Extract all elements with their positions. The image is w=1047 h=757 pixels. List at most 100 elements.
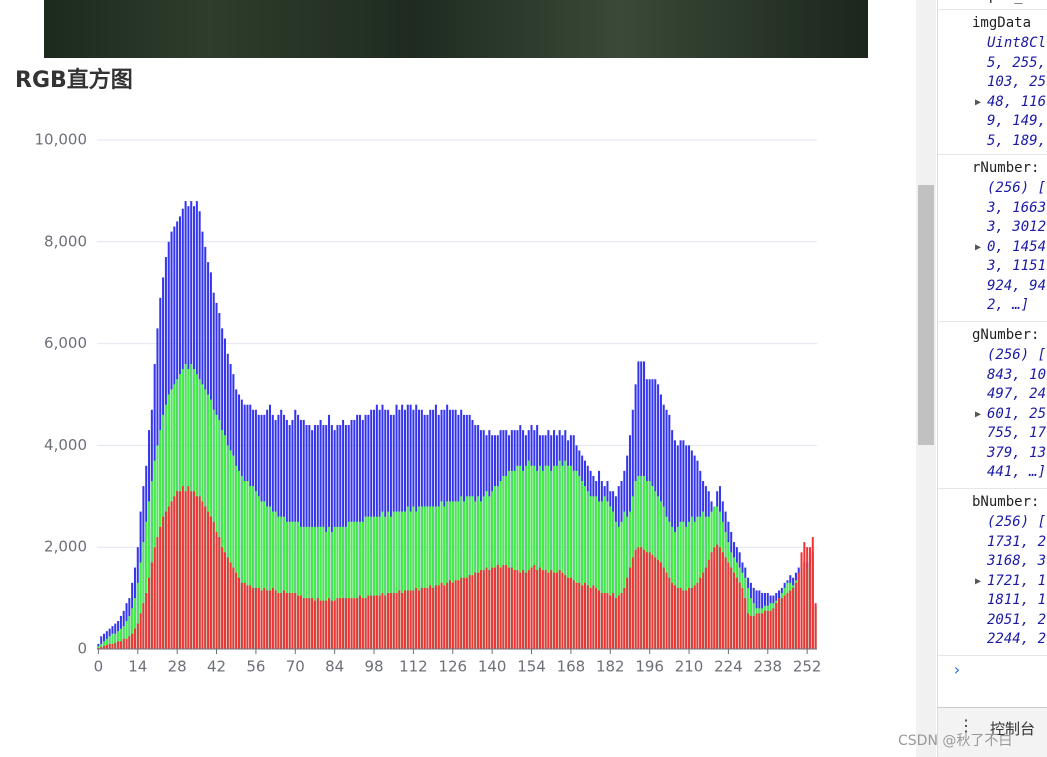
bar <box>207 511 210 649</box>
bar <box>305 526 308 649</box>
bar <box>446 501 449 649</box>
entry-value: 1721, 1 <box>987 572 1047 589</box>
expand-icon[interactable]: ▶ <box>975 575 982 587</box>
entry-value: 601, 25 <box>987 405 1047 422</box>
bar <box>198 496 201 649</box>
bar <box>406 506 409 649</box>
bar <box>302 598 305 649</box>
bar <box>688 521 691 649</box>
separator <box>938 321 1047 322</box>
bar <box>358 521 361 649</box>
bar <box>510 470 513 649</box>
bar <box>193 491 196 649</box>
bar <box>606 501 609 649</box>
bar <box>423 506 426 649</box>
expand-icon[interactable]: ▶ <box>975 408 982 420</box>
bar <box>448 501 451 649</box>
bar <box>640 547 643 649</box>
x-tick-label: 140 <box>478 658 507 676</box>
bar <box>432 587 435 649</box>
bar <box>749 615 752 649</box>
bar <box>111 633 114 649</box>
bar <box>316 598 319 649</box>
bar <box>578 475 581 649</box>
bar <box>620 521 623 649</box>
bar <box>479 570 482 649</box>
separator <box>938 154 1047 155</box>
bar <box>358 595 361 649</box>
bar <box>761 613 764 649</box>
bar <box>347 598 350 649</box>
bar <box>336 598 339 649</box>
bar <box>148 501 151 649</box>
bar <box>690 587 693 649</box>
x-tick-label: 168 <box>557 658 586 676</box>
bar <box>800 552 803 649</box>
expand-icon[interactable]: ▶ <box>975 96 982 108</box>
bar <box>733 572 736 649</box>
bar <box>432 506 435 649</box>
bar <box>620 593 623 649</box>
bar <box>561 572 564 649</box>
bar <box>617 595 620 649</box>
bar <box>100 646 103 649</box>
bar <box>668 577 671 649</box>
bar <box>522 570 525 649</box>
y-tick-label: 2,000 <box>44 538 87 556</box>
bar <box>142 603 145 649</box>
bar <box>502 565 505 649</box>
bar <box>181 486 184 649</box>
bar <box>426 506 429 649</box>
bar <box>201 501 204 649</box>
bar <box>328 598 331 649</box>
bar <box>342 526 345 649</box>
bar <box>190 491 193 649</box>
bar <box>257 587 260 649</box>
console-tab[interactable]: ⋮ 控制台 <box>938 707 1047 757</box>
bar <box>184 491 187 649</box>
tab-label[interactable]: 控制台 <box>990 720 1036 738</box>
entry-value: 0, 1454 <box>987 238 1047 255</box>
bar <box>353 521 356 649</box>
bar <box>280 593 283 649</box>
x-tick-label: 84 <box>325 658 344 676</box>
bar <box>555 465 558 649</box>
scrollbar-thumb[interactable] <box>918 185 934 445</box>
bar <box>142 542 145 649</box>
bar <box>648 552 651 649</box>
entry-value: 1731, 2 <box>987 533 1047 550</box>
bar <box>131 608 134 649</box>
bar <box>567 577 570 649</box>
bar <box>223 552 226 649</box>
bar <box>772 608 775 649</box>
bar <box>409 590 412 649</box>
expand-icon[interactable]: ▶ <box>975 241 982 253</box>
entry-value: 5, 255, <box>987 54 1047 71</box>
bar <box>117 641 120 649</box>
bar <box>263 501 266 649</box>
bar <box>806 547 809 649</box>
bar <box>403 511 406 649</box>
bar <box>381 593 384 649</box>
bar <box>744 598 747 649</box>
bar <box>460 496 463 649</box>
bar <box>738 582 741 649</box>
bar <box>122 626 125 649</box>
bar <box>460 577 463 649</box>
bar <box>792 587 795 649</box>
bar <box>173 496 176 649</box>
bar <box>280 516 283 649</box>
y-tick-label: 6,000 <box>44 334 87 352</box>
bar <box>117 631 120 649</box>
bar <box>586 491 589 649</box>
bar <box>778 598 781 649</box>
bar <box>105 644 108 649</box>
bar <box>221 430 224 649</box>
y-tick-label: 0 <box>77 640 87 658</box>
bar <box>398 590 401 649</box>
bar <box>125 638 128 649</box>
bar <box>401 593 404 649</box>
bar <box>257 496 260 649</box>
bar <box>550 570 553 649</box>
bar <box>614 598 617 649</box>
